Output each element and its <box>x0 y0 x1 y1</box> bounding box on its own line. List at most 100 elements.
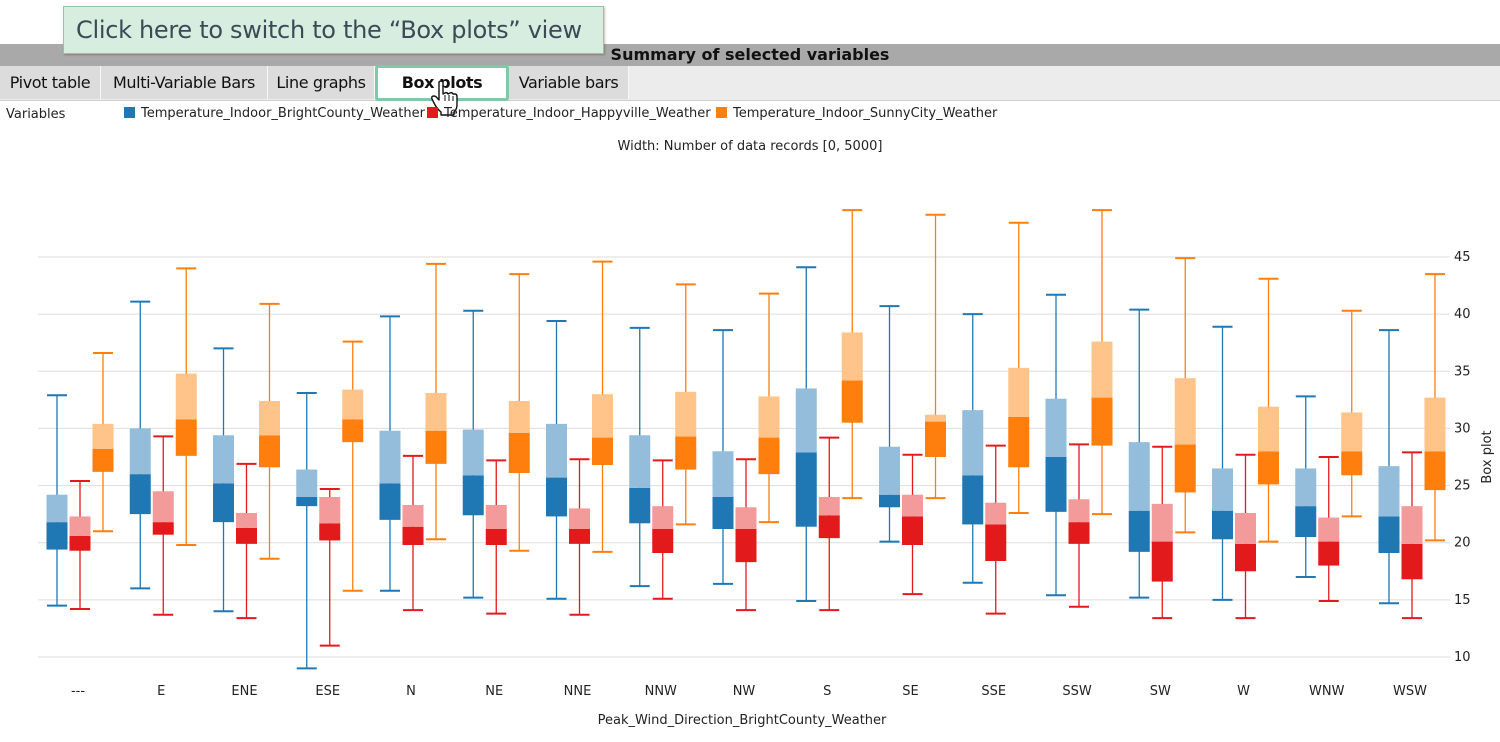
box-upper <box>902 494 923 517</box>
box-upper <box>925 414 946 422</box>
y-tick-label: 40 <box>1454 307 1471 322</box>
box-lower <box>1091 397 1113 446</box>
box-upper <box>259 401 280 436</box>
box-upper <box>175 373 197 420</box>
y-tick-label: 15 <box>1454 593 1471 608</box>
tab-multi-variable-bars[interactable]: Multi-Variable Bars <box>101 66 268 99</box>
x-tick-label: NW <box>733 684 756 699</box>
box-upper <box>342 389 364 420</box>
box-lower <box>92 449 114 472</box>
x-tick-label: ESE <box>315 684 340 699</box>
box-lower <box>69 535 91 551</box>
box-upper <box>152 491 174 523</box>
box-upper <box>1424 397 1446 452</box>
box-upper <box>1378 466 1400 517</box>
x-tick-label: SE <box>902 684 918 699</box>
box-lower <box>1235 543 1256 572</box>
tab-variable-bars[interactable]: Variable bars <box>509 66 629 99</box>
box-lower <box>402 526 424 545</box>
box-lower <box>425 430 447 464</box>
legend-item-sunnycity: Temperature_Indoor_SunnyCity_Weather <box>716 106 997 121</box>
box-lower <box>925 421 946 457</box>
box-lower <box>46 522 68 550</box>
box-lower <box>175 419 197 456</box>
box-upper <box>1258 406 1279 452</box>
box-lower <box>985 524 1007 561</box>
y-tick-label: 10 <box>1454 650 1471 665</box>
y-tick-label: 25 <box>1454 479 1471 494</box>
y-axis-label: Box plot <box>1480 430 1495 483</box>
instruction-callout: Click here to switch to the “Box plots” … <box>63 6 604 54</box>
box-lower <box>319 523 341 541</box>
box-lower <box>1212 510 1233 540</box>
box-upper <box>712 451 734 497</box>
box-lower <box>1045 457 1067 512</box>
box-upper <box>652 506 674 529</box>
box-upper <box>675 391 697 437</box>
box-lower <box>629 487 651 524</box>
box-upper <box>379 430 401 484</box>
view-tabs: Pivot table Multi-Variable Bars Line gra… <box>0 65 1500 101</box>
box-upper <box>508 401 530 433</box>
box-upper <box>1151 503 1173 542</box>
box-upper <box>1128 442 1150 511</box>
x-tick-label: NNE <box>564 684 592 699</box>
box-upper <box>425 393 447 431</box>
box-lower <box>259 435 280 468</box>
box-upper <box>485 505 507 529</box>
x-axis-label: Peak_Wind_Direction_BrightCounty_Weather <box>598 713 887 728</box>
box-lower <box>1151 541 1173 582</box>
box-lower <box>1424 451 1446 491</box>
box-lower <box>652 529 674 553</box>
box-lower <box>342 419 364 443</box>
box-lower <box>379 483 401 520</box>
box-upper <box>402 505 424 527</box>
box-upper <box>1045 398 1067 457</box>
box-upper <box>213 435 234 484</box>
box-upper <box>818 497 840 516</box>
box-lower <box>1318 541 1340 566</box>
box-upper <box>546 423 567 478</box>
box-lower <box>1068 522 1090 544</box>
legend-swatch-icon <box>124 107 135 118</box>
box-lower <box>818 515 840 539</box>
box-upper <box>735 507 757 529</box>
box-lower <box>546 477 567 517</box>
box-upper <box>129 428 151 475</box>
box-upper <box>69 516 91 536</box>
x-tick-label: N <box>406 684 416 699</box>
box-lower <box>962 475 984 525</box>
box-lower <box>735 529 757 563</box>
box-lower <box>795 452 817 527</box>
box-lower <box>1401 543 1423 580</box>
box-upper <box>1318 517 1340 542</box>
box-lower <box>1008 417 1030 468</box>
box-upper <box>1091 341 1113 398</box>
box-upper <box>1295 468 1317 507</box>
box-lower <box>1341 451 1363 476</box>
box-upper <box>985 502 1007 525</box>
x-tick-label: SW <box>1150 684 1171 699</box>
hand-cursor-icon <box>431 80 458 116</box>
box-upper <box>1212 468 1233 511</box>
box-lower <box>902 516 923 545</box>
box-lower <box>841 380 863 423</box>
box-lower <box>485 529 507 545</box>
tab-pivot-table[interactable]: Pivot table <box>0 66 101 99</box>
y-tick-label: 45 <box>1454 250 1471 265</box>
box-lower <box>296 497 318 507</box>
box-lower <box>1295 506 1317 537</box>
box-lower <box>462 475 484 516</box>
box-upper <box>1235 513 1256 544</box>
box-upper <box>1341 412 1363 452</box>
box-upper <box>629 435 651 488</box>
box-upper <box>462 429 484 476</box>
y-tick-label: 35 <box>1454 364 1471 379</box>
box-lower <box>152 522 174 535</box>
x-tick-label: NE <box>485 684 503 699</box>
width-note: Width: Number of data records [0, 5000] <box>617 139 883 154</box>
tab-line-graphs[interactable]: Line graphs <box>268 66 375 99</box>
legend-item-brightcounty: Temperature_Indoor_BrightCounty_Weather <box>124 106 425 121</box>
box-upper <box>1008 367 1030 417</box>
box-lower <box>129 474 151 515</box>
